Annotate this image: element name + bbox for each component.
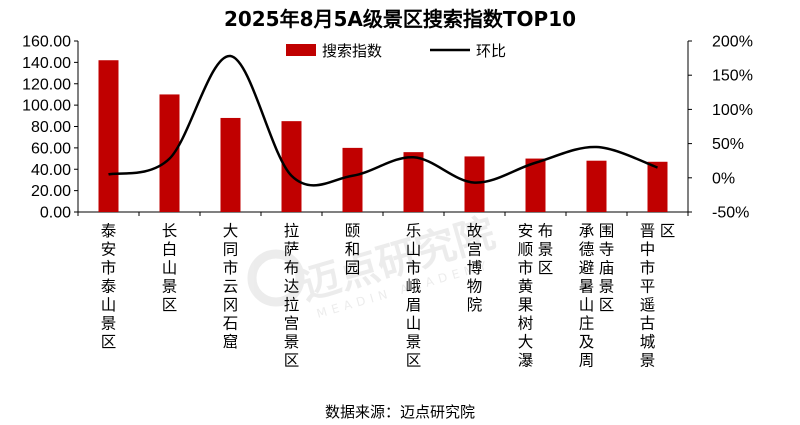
category-label-line: 围寺庙景区 (599, 222, 615, 314)
chart-title: 2025年8月5A级景区搜索指数TOP10 (224, 7, 576, 31)
bar (586, 160, 607, 212)
y-left-tick-label: 100.00 (22, 98, 71, 115)
y-left-tick-label: 0.00 (40, 205, 71, 222)
legend-bar-label: 搜索指数 (322, 42, 382, 60)
y-left-tick-label: 120.00 (22, 76, 71, 93)
category-label-line: 大同市云冈石窟 (223, 222, 239, 351)
legend-line-label: 环比 (476, 42, 506, 60)
category-label-line: 颐和园 (345, 222, 361, 277)
line-series (108, 54, 658, 187)
category-label-line: 乐山市峨眉山景区 (406, 222, 422, 370)
category-label: 故宫博物院 (467, 222, 483, 314)
y-left-tick-label: 60.00 (31, 140, 71, 157)
bar (647, 161, 668, 212)
bar (220, 117, 241, 212)
y-left-tick-label: 20.00 (31, 183, 71, 200)
y-right-tick-label: 50% (712, 136, 744, 153)
y-right-tick-label: 200% (712, 34, 753, 51)
y-left-tick-label: 140.00 (22, 55, 71, 72)
category-label: 拉萨布达拉宫景区 (284, 222, 300, 370)
category-labels: 泰安市泰山景区 长白山景区 大同市云冈石窟 拉萨布达拉宫景区 颐和园 乐山市峨眉山景区 故宫… (101, 222, 676, 370)
axes: 0.00 20.00 40.00 60.00 80.00 100.00 120.00 140.… (22, 34, 753, 222)
category-label: 大同市云冈石窟 (223, 222, 239, 351)
y-left-tick-label: 80.00 (31, 119, 71, 136)
category-label-line: 布景区 (538, 222, 554, 277)
y-left-tick-label: 40.00 (31, 162, 71, 179)
watermark-logo (247, 249, 305, 307)
bar (342, 147, 363, 212)
category-label: 颐和园 (345, 222, 361, 277)
source-note: 数据来源：迈点研究院 (325, 403, 475, 421)
bar (464, 156, 485, 212)
bar (98, 60, 119, 212)
category-label-line: 安顺市黄果树大瀑 (518, 222, 534, 370)
category-label-line: 承德避暑山庄及周 (579, 222, 595, 370)
category-label-line: 泰安市泰山景区 (101, 222, 117, 351)
y-right-tick-label: 100% (712, 102, 753, 119)
category-label-line: 长白山景区 (162, 222, 178, 314)
bar (159, 94, 180, 212)
bar (403, 152, 424, 212)
category-label: 长白山景区 (162, 222, 178, 314)
y-right-tick-label: 0% (712, 170, 735, 187)
y-left-tick-label: 160.00 (22, 34, 71, 51)
category-label-line: 拉萨布达拉宫景区 (284, 222, 300, 370)
line-path (108, 54, 658, 187)
legend-bar-swatch (286, 44, 316, 56)
legend: 搜索指数 环比 (286, 42, 506, 60)
category-label: 乐山市峨眉山景区 (406, 222, 422, 370)
category-label-line: 晋中市平遥古城景 (640, 222, 656, 370)
y-right-tick-label: -50% (712, 205, 749, 222)
y-right-tick-label: 150% (712, 68, 753, 85)
category-label-line: 故宫博物院 (467, 222, 483, 314)
category-label-line: 区 (660, 222, 676, 240)
bar (281, 121, 302, 212)
category-label: 泰安市泰山景区 (101, 222, 117, 351)
bar (525, 158, 546, 212)
